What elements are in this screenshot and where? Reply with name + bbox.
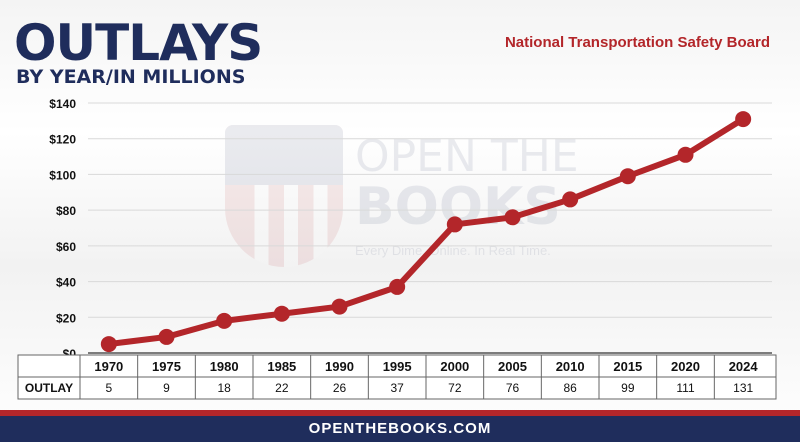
x-tick-label: 1970 [94, 359, 123, 374]
x-tick-label: 1980 [210, 359, 239, 374]
data-label: 9 [163, 381, 170, 395]
chart-title: OUTLAYS [14, 14, 263, 72]
y-tick-label: $100 [49, 168, 76, 182]
data-point [446, 216, 463, 233]
data-point [216, 312, 233, 329]
x-tick-label: 2015 [613, 359, 642, 374]
y-tick-label: $120 [49, 133, 76, 147]
x-tick-label: 2020 [671, 359, 700, 374]
data-point [677, 146, 694, 163]
chart-subtitle: BY YEAR/IN MILLIONS [16, 66, 246, 88]
x-tick-label: 2000 [440, 359, 469, 374]
x-tick-label: 1995 [383, 359, 412, 374]
agency-name: National Transportation Safety Board [504, 34, 770, 51]
data-label: 37 [390, 381, 404, 395]
data-point [100, 336, 117, 353]
data-label: 26 [333, 381, 347, 395]
x-tick-label: 1975 [152, 359, 181, 374]
x-tick-label: 2005 [498, 359, 527, 374]
data-label: 18 [217, 381, 231, 395]
data-label: 131 [733, 381, 753, 395]
data-point [504, 209, 521, 226]
data-label: 76 [506, 381, 520, 395]
footer-stripe [0, 410, 800, 416]
table-row-label: OUTLAY [25, 381, 73, 395]
data-label: 72 [448, 381, 462, 395]
x-tick-label: 2024 [729, 359, 759, 374]
x-tick-label: 2010 [556, 359, 585, 374]
data-point [158, 328, 175, 345]
data-label: 5 [105, 381, 112, 395]
data-label: 22 [275, 381, 289, 395]
data-point [562, 191, 579, 208]
y-tick-label: $60 [56, 240, 76, 254]
x-tick-label: 1990 [325, 359, 354, 374]
footer-site: OPENTHEBOOKS.COM [0, 416, 800, 442]
data-point [389, 278, 406, 295]
y-tick-label: $140 [49, 97, 76, 111]
x-tick-label: 1985 [267, 359, 296, 374]
data-point [273, 305, 290, 322]
data-point [735, 111, 752, 128]
series-line-outlay [105, 116, 747, 348]
data-point [619, 168, 636, 185]
data-label: 86 [563, 381, 577, 395]
y-tick-label: $80 [56, 204, 76, 218]
data-label: 99 [621, 381, 635, 395]
data-point [331, 298, 348, 315]
data-label: 111 [676, 381, 695, 395]
y-tick-label: $40 [56, 276, 76, 290]
y-tick-label: $20 [56, 311, 76, 325]
